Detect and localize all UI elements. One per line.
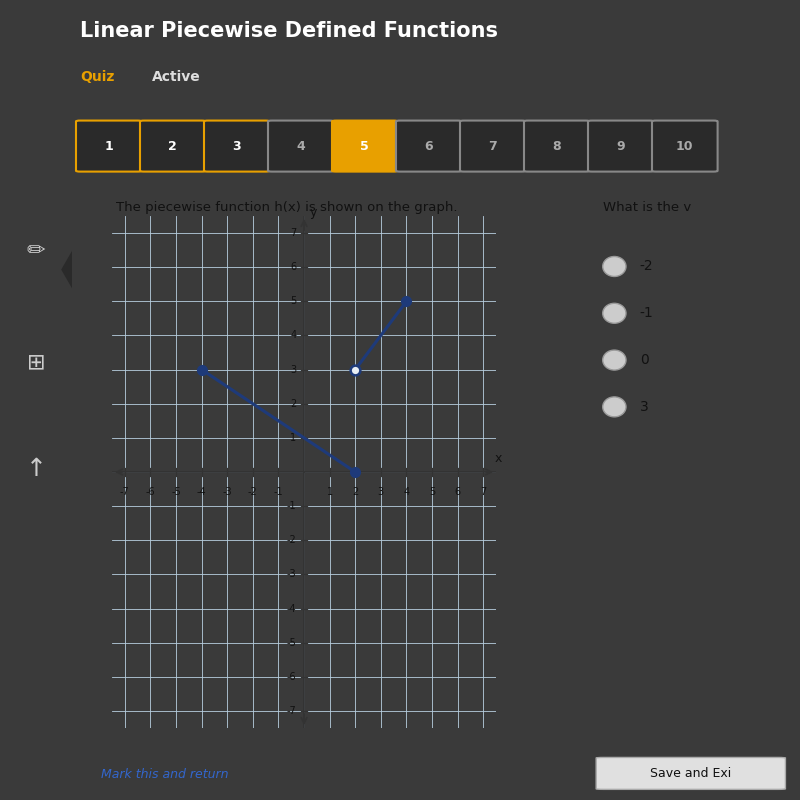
- Text: -5: -5: [171, 487, 181, 498]
- FancyBboxPatch shape: [396, 121, 462, 172]
- FancyBboxPatch shape: [596, 758, 786, 790]
- FancyBboxPatch shape: [76, 121, 142, 172]
- Text: -2: -2: [248, 487, 258, 498]
- Text: 4: 4: [403, 487, 410, 498]
- Text: -1: -1: [274, 487, 283, 498]
- FancyBboxPatch shape: [524, 121, 590, 172]
- Text: -7: -7: [286, 706, 296, 716]
- Text: Save and Exi: Save and Exi: [650, 767, 731, 780]
- Text: -6: -6: [146, 487, 155, 498]
- Text: Linear Piecewise Defined Functions: Linear Piecewise Defined Functions: [80, 21, 498, 41]
- Circle shape: [602, 397, 626, 417]
- Text: 3: 3: [640, 400, 649, 414]
- Text: -1: -1: [640, 306, 654, 320]
- Text: 10: 10: [676, 139, 694, 153]
- Text: 2: 2: [352, 487, 358, 498]
- Text: ✏: ✏: [26, 241, 46, 261]
- FancyBboxPatch shape: [588, 121, 654, 172]
- Text: 0: 0: [640, 353, 649, 367]
- FancyBboxPatch shape: [140, 121, 206, 172]
- Text: ⊞: ⊞: [26, 354, 46, 373]
- Circle shape: [602, 257, 626, 277]
- Text: Quiz: Quiz: [80, 70, 114, 84]
- Text: -5: -5: [286, 638, 296, 648]
- Text: 4: 4: [297, 139, 305, 153]
- Text: -4: -4: [286, 603, 296, 614]
- Text: 6: 6: [425, 139, 433, 153]
- Text: What is the v: What is the v: [603, 201, 692, 214]
- Polygon shape: [61, 251, 72, 288]
- Text: -4: -4: [197, 487, 206, 498]
- Text: 9: 9: [617, 139, 625, 153]
- Text: 6: 6: [454, 487, 461, 498]
- Circle shape: [602, 350, 626, 370]
- FancyBboxPatch shape: [204, 121, 270, 172]
- Text: -1: -1: [286, 501, 296, 511]
- Text: 2: 2: [290, 398, 296, 409]
- Text: -2: -2: [640, 259, 654, 274]
- Circle shape: [602, 303, 626, 323]
- Text: 8: 8: [553, 139, 561, 153]
- Text: 3: 3: [233, 139, 241, 153]
- Text: 4: 4: [290, 330, 296, 341]
- Text: 3: 3: [290, 365, 296, 374]
- Text: 3: 3: [378, 487, 384, 498]
- FancyBboxPatch shape: [460, 121, 526, 172]
- Text: -2: -2: [286, 535, 296, 546]
- Text: -6: -6: [286, 672, 296, 682]
- Text: -3: -3: [286, 570, 296, 579]
- Text: 5: 5: [290, 296, 296, 306]
- Text: y: y: [310, 206, 317, 219]
- Text: 1: 1: [105, 139, 113, 153]
- Text: ↑: ↑: [26, 458, 46, 482]
- Text: 1: 1: [290, 433, 296, 443]
- Text: -3: -3: [222, 487, 232, 498]
- Text: Active: Active: [152, 70, 201, 84]
- Text: The piecewise function h(x) is shown on the graph.: The piecewise function h(x) is shown on …: [116, 201, 457, 214]
- Text: 7: 7: [489, 139, 497, 153]
- Text: 7: 7: [480, 487, 486, 498]
- Text: 1: 1: [326, 487, 333, 498]
- FancyBboxPatch shape: [652, 121, 718, 172]
- Text: 5: 5: [429, 487, 435, 498]
- Text: Mark this and return: Mark this and return: [101, 768, 229, 782]
- FancyBboxPatch shape: [268, 121, 334, 172]
- FancyBboxPatch shape: [332, 121, 398, 172]
- Text: 6: 6: [290, 262, 296, 272]
- Text: 2: 2: [169, 139, 177, 153]
- Text: 5: 5: [361, 139, 369, 153]
- Text: 7: 7: [290, 228, 296, 238]
- Text: -7: -7: [120, 487, 130, 498]
- Text: x: x: [495, 452, 502, 465]
